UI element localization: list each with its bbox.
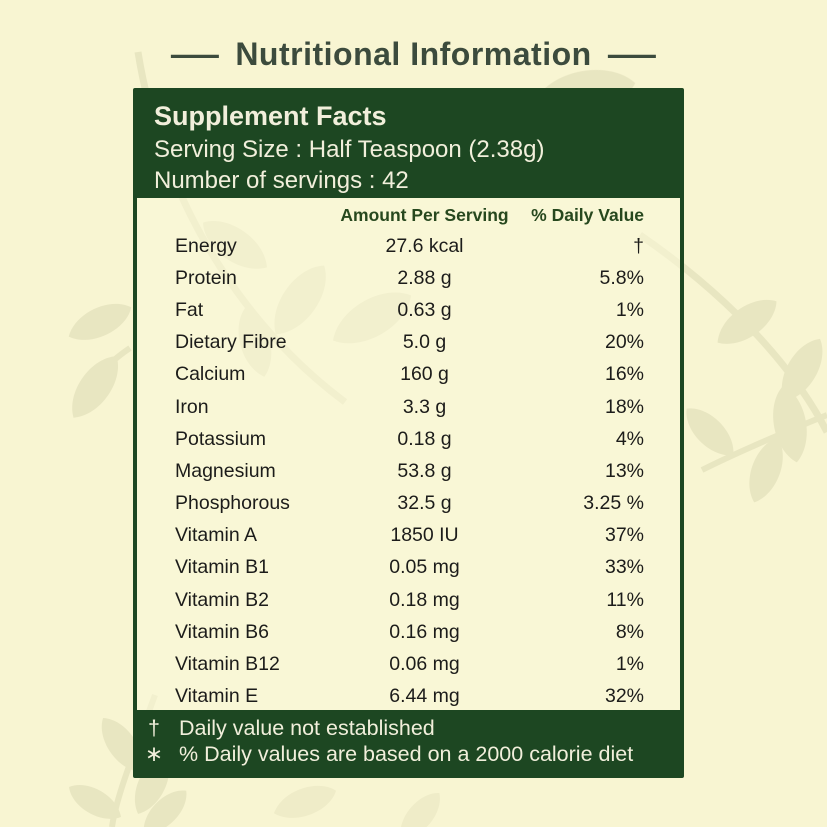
nutrient-daily-value: 32% bbox=[604, 685, 644, 708]
table-rows: Energy 27.6 kcal † Protein 2.88 g 5.8% F… bbox=[137, 230, 680, 710]
nutrient-daily-value: 5.8% bbox=[599, 266, 644, 289]
nutrient-name: Iron bbox=[175, 395, 209, 418]
table-row: Fat 0.63 g 1% bbox=[137, 294, 680, 326]
supplement-facts-panel: Supplement Facts Serving Size : Half Tea… bbox=[133, 88, 684, 778]
nutrient-name: Magnesium bbox=[175, 459, 276, 482]
nutrient-daily-value: 1% bbox=[615, 653, 644, 676]
number-of-servings-line: Number of servings : 42 bbox=[154, 167, 409, 194]
nutrient-amount: 3.3 g bbox=[402, 395, 447, 418]
table-row: Vitamin B1 0.05 mg 33% bbox=[137, 552, 680, 584]
nutrient-daily-value: 11% bbox=[606, 588, 644, 611]
table-row: Calcium 160 g 16% bbox=[137, 359, 680, 391]
nutrient-amount: 5.0 g bbox=[402, 331, 447, 354]
supplement-facts-heading: Supplement Facts bbox=[154, 101, 387, 131]
title-dash-left: — bbox=[170, 36, 220, 72]
column-header-amount: Amount Per Serving bbox=[340, 205, 509, 225]
nutrient-amount: 0.16 mg bbox=[389, 620, 460, 643]
nutrient-amount: 6.44 mg bbox=[389, 685, 460, 708]
nutrient-name: Vitamin B12 bbox=[175, 653, 280, 676]
page-title: — Nutritional Information — bbox=[0, 36, 827, 73]
footnote-text: Daily value not established bbox=[179, 716, 435, 740]
nutrient-amount: 2.88 g bbox=[397, 266, 452, 289]
nutrient-name: Vitamin B2 bbox=[175, 588, 269, 611]
nutrient-amount: 53.8 g bbox=[397, 459, 452, 482]
nutrient-name: Dietary Fibre bbox=[175, 331, 287, 354]
page-title-text: Nutritional Information bbox=[235, 36, 592, 72]
serving-size-line: Serving Size : Half Teaspoon (2.38g) bbox=[154, 136, 545, 163]
table-row: Vitamin B2 0.18 mg 11% bbox=[137, 584, 680, 616]
nutrient-amount: 0.05 mg bbox=[389, 556, 460, 579]
footnote-calorie-diet: ∗ % Daily values are based on a 2000 cal… bbox=[137, 741, 680, 767]
nutrient-daily-value: 8% bbox=[615, 620, 644, 643]
nutrient-name: Vitamin E bbox=[175, 685, 259, 708]
nutrient-amount: 0.63 g bbox=[397, 298, 452, 321]
dagger-symbol: † bbox=[148, 716, 160, 740]
table-row: Iron 3.3 g 18% bbox=[137, 391, 680, 423]
nutrient-name: Phosphorous bbox=[175, 492, 290, 515]
table-row: Vitamin E 6.44 mg 32% bbox=[137, 681, 680, 710]
nutrient-daily-value: 20% bbox=[604, 331, 644, 354]
nutrient-name: Potassium bbox=[175, 427, 267, 450]
nutrient-name: Protein bbox=[175, 266, 237, 289]
nutrient-name: Energy bbox=[175, 234, 237, 257]
nutrient-daily-value: † bbox=[633, 234, 644, 257]
nutrient-daily-value: 3.25 % bbox=[583, 492, 644, 515]
nutrient-amount: 0.18 mg bbox=[389, 588, 460, 611]
nutrient-amount: 1850 IU bbox=[390, 524, 459, 547]
table-row: Vitamin B12 0.06 mg 1% bbox=[137, 648, 680, 680]
footnote-daily-value: † Daily value not established bbox=[137, 715, 680, 741]
nutrition-table: Amount Per Serving % Daily Value Energy … bbox=[137, 198, 680, 710]
nutrient-name: Vitamin A bbox=[175, 524, 258, 547]
table-row: Dietary Fibre 5.0 g 20% bbox=[137, 327, 680, 359]
table-row: Potassium 0.18 g 4% bbox=[137, 423, 680, 455]
nutrient-amount: 0.06 mg bbox=[389, 653, 460, 676]
nutrient-daily-value: 4% bbox=[615, 427, 644, 450]
table-header-row: Amount Per Serving % Daily Value bbox=[137, 201, 680, 230]
panel-footer: † Daily value not established ∗ % Daily … bbox=[137, 710, 680, 774]
nutrient-name: Calcium bbox=[175, 363, 246, 386]
table-row: Energy 27.6 kcal † bbox=[137, 230, 680, 262]
title-dash-right: — bbox=[607, 36, 657, 72]
table-row: Vitamin B6 0.16 mg 8% bbox=[137, 616, 680, 648]
table-row: Protein 2.88 g 5.8% bbox=[137, 262, 680, 294]
nutrient-daily-value: 37% bbox=[604, 524, 644, 547]
nutrient-amount: 32.5 g bbox=[397, 492, 452, 515]
panel-header: Supplement Facts Serving Size : Half Tea… bbox=[137, 92, 680, 198]
asterisk-symbol: ∗ bbox=[144, 742, 163, 766]
nutrient-name: Vitamin B1 bbox=[175, 556, 269, 579]
nutrient-daily-value: 1% bbox=[615, 298, 644, 321]
table-row: Phosphorous 32.5 g 3.25 % bbox=[137, 488, 680, 520]
footnote-text: % Daily values are based on a 2000 calor… bbox=[179, 742, 634, 766]
nutrient-amount: 0.18 g bbox=[397, 427, 452, 450]
nutrient-daily-value: 18% bbox=[604, 395, 644, 418]
nutrient-daily-value: 16% bbox=[604, 363, 644, 386]
nutrient-daily-value: 33% bbox=[604, 556, 644, 579]
table-row: Magnesium 53.8 g 13% bbox=[137, 455, 680, 487]
nutrient-daily-value: 13% bbox=[604, 459, 644, 482]
nutrient-name: Vitamin B6 bbox=[175, 620, 269, 643]
column-header-daily-value: % Daily Value bbox=[531, 205, 644, 225]
nutrient-name: Fat bbox=[175, 298, 204, 321]
table-row: Vitamin A 1850 IU 37% bbox=[137, 520, 680, 552]
nutrient-amount: 160 g bbox=[400, 363, 449, 386]
nutrient-amount: 27.6 kcal bbox=[385, 234, 464, 257]
